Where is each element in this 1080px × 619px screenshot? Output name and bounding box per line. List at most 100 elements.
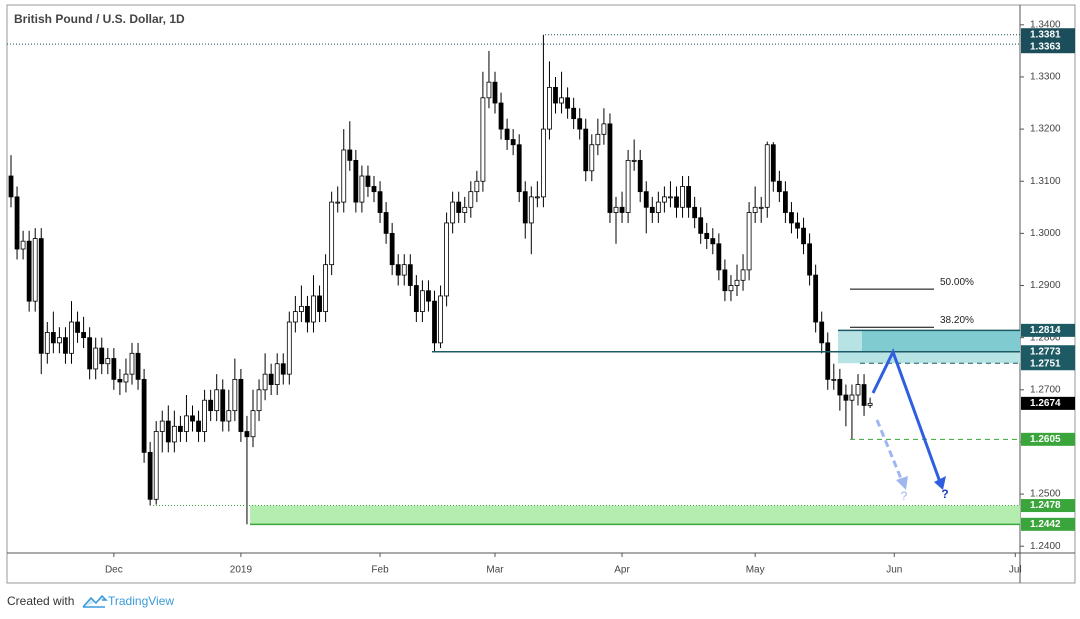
candle-body [595,133,601,146]
zones [250,330,1020,525]
price-tag-label: 1.2751 [1030,358,1061,369]
candle-body [413,285,419,312]
candle-body [8,175,14,198]
x-tick-label: 2019 [230,565,253,576]
price-tag [1021,28,1075,42]
candle-body [789,212,794,224]
candle-body [208,399,214,412]
candle-body [202,399,208,432]
price-tag-label: 1.3381 [1030,29,1061,40]
candle-body [867,402,873,406]
arrow-head [896,476,908,490]
candle-body [795,222,800,229]
candle-body [268,373,274,385]
candle-body [159,420,165,432]
candle-body [855,384,861,396]
candle-body [232,378,238,412]
candle-body [734,279,740,286]
y-tick-label: 1.2900 [1030,280,1061,291]
candle-body [522,191,528,224]
candle-body [286,321,292,375]
candle-body [329,201,335,266]
candle-body [601,123,607,135]
candle-body [486,81,492,99]
candle-body [50,332,56,344]
candle-body [93,347,99,370]
candle-body [184,415,189,432]
candle-body [662,196,667,203]
candle-body [141,378,147,453]
logo [82,594,108,608]
candle-body [740,269,746,281]
candle-body [462,206,468,213]
candle-body [220,389,226,422]
candle-body [716,243,722,271]
candle-body [837,378,843,396]
candle-body [226,410,232,422]
candle-body [674,196,679,208]
candle-body [746,212,752,271]
candle-body [432,300,437,344]
question-mark: ? [901,489,908,503]
candle-body [377,191,383,213]
candle-body [764,144,770,208]
candle-body [819,321,825,344]
candle-body [190,415,195,422]
candle-body [637,159,643,193]
candle-body [528,196,534,224]
candle-body [214,389,220,412]
candle-body [680,186,685,208]
candle-body [613,206,619,213]
candle-body [649,206,655,213]
question-mark: ? [941,487,948,501]
price-tag [1021,517,1075,531]
candle-body [341,149,347,203]
candle-body [20,240,26,250]
candle-body [147,451,153,500]
overlays: 50.00% 38.20% [7,34,1020,526]
candle-body [262,373,268,391]
candle-body [474,180,480,193]
candle-body [117,378,123,383]
x-tick-label: May [746,565,765,576]
projection-arrow [871,348,942,483]
candle-body [758,206,764,209]
candle-body [171,425,177,443]
candle-body [87,337,93,370]
frame [6,4,1076,584]
price-axis: 1.24001.25001.26001.27001.28001.29001.30… [1020,19,1075,552]
candle-body [813,274,819,323]
support-zone [250,505,1020,525]
candle-body [631,159,637,162]
candle-body [153,431,159,500]
price-tag [1021,345,1075,359]
price-tag [1021,40,1075,54]
price-tag [1021,323,1075,337]
candle-body [256,389,262,412]
candle-body [438,295,443,344]
y-tick-label: 1.3300 [1030,72,1061,83]
candle-body [311,295,316,323]
candle-body [419,290,425,312]
candle-body [547,86,552,130]
candle-body [135,352,141,380]
price-tag-label: 1.2773 [1030,346,1061,357]
y-tick-label: 1.3400 [1030,19,1061,30]
candle-body [274,363,280,385]
candle-body [105,358,111,365]
candle-body [32,238,38,302]
candle-body [801,227,806,245]
y-tick-label: 1.2400 [1030,541,1061,552]
candle-body [365,175,371,187]
candle-body [686,186,691,208]
candle-body [456,201,462,213]
candle-body [583,128,589,172]
y-tick-label: 1.2700 [1030,384,1061,395]
candle-body [825,342,831,380]
candle-body [383,212,389,234]
y-tick-label: 1.2500 [1030,489,1061,500]
candle-body [553,86,558,104]
candle-body [704,232,710,239]
candle-body [123,373,129,383]
